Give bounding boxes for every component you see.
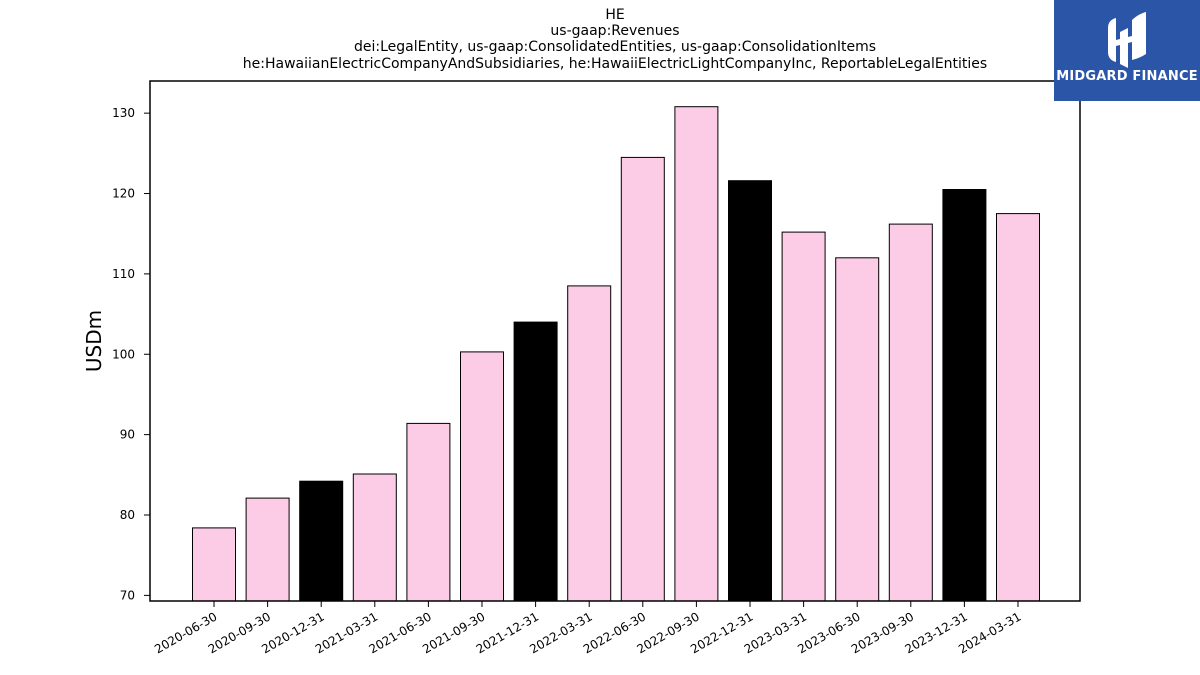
bar-2021-12-31 [513, 321, 558, 602]
bar-2022-12-31 [728, 180, 772, 602]
y-tick-label: 80 [120, 508, 135, 522]
y-tick-label: 100 [112, 347, 135, 361]
y-tick-label: 130 [112, 106, 135, 120]
bar-2021-03-31 [352, 473, 397, 602]
y-tick-label: 90 [120, 428, 135, 442]
bar-2020-09-30 [245, 497, 290, 602]
bar-2024-03-31 [996, 213, 1040, 602]
chart-title: HE [605, 7, 625, 23]
bar-2023-09-30 [888, 223, 933, 602]
x-axis: 2020-06-302020-09-302020-12-312021-03-31… [152, 601, 1024, 656]
bar-2021-09-30 [460, 351, 504, 602]
chart-subtitle-axes: dei:LegalEntity, us-gaap:ConsolidatedEnt… [353, 39, 877, 55]
bar-2023-03-31 [781, 231, 826, 602]
midgard-logo-icon [1108, 12, 1146, 68]
y-tick-label: 120 [112, 187, 135, 201]
bar-2020-06-30 [192, 527, 236, 602]
y-axis-label: USDm [82, 310, 106, 372]
chart-subtitle-members: he:HawaiianElectricCompanyAndSubsidiarie… [242, 56, 988, 72]
bar-2023-12-31 [942, 189, 987, 602]
bar-2021-06-30 [406, 422, 451, 602]
bar-2022-06-30 [620, 156, 665, 602]
midgard-finance-logo: MIDGARD FINANCE [1054, 0, 1200, 101]
bar-2020-12-31 [299, 480, 344, 602]
logo-text: MIDGARD FINANCE [1056, 69, 1198, 84]
bars-group [192, 106, 1040, 602]
bar-2022-09-30 [674, 106, 719, 602]
bar-2022-03-31 [567, 285, 612, 602]
plot-frame [149, 80, 1081, 602]
bar-2023-06-30 [835, 257, 880, 602]
y-tick-label: 70 [120, 588, 135, 602]
chart-subtitle-concept: us-gaap:Revenues [550, 23, 680, 39]
y-tick-label: 110 [112, 267, 135, 281]
y-axis: 70 80 90 100 110 120 130 [112, 106, 150, 602]
